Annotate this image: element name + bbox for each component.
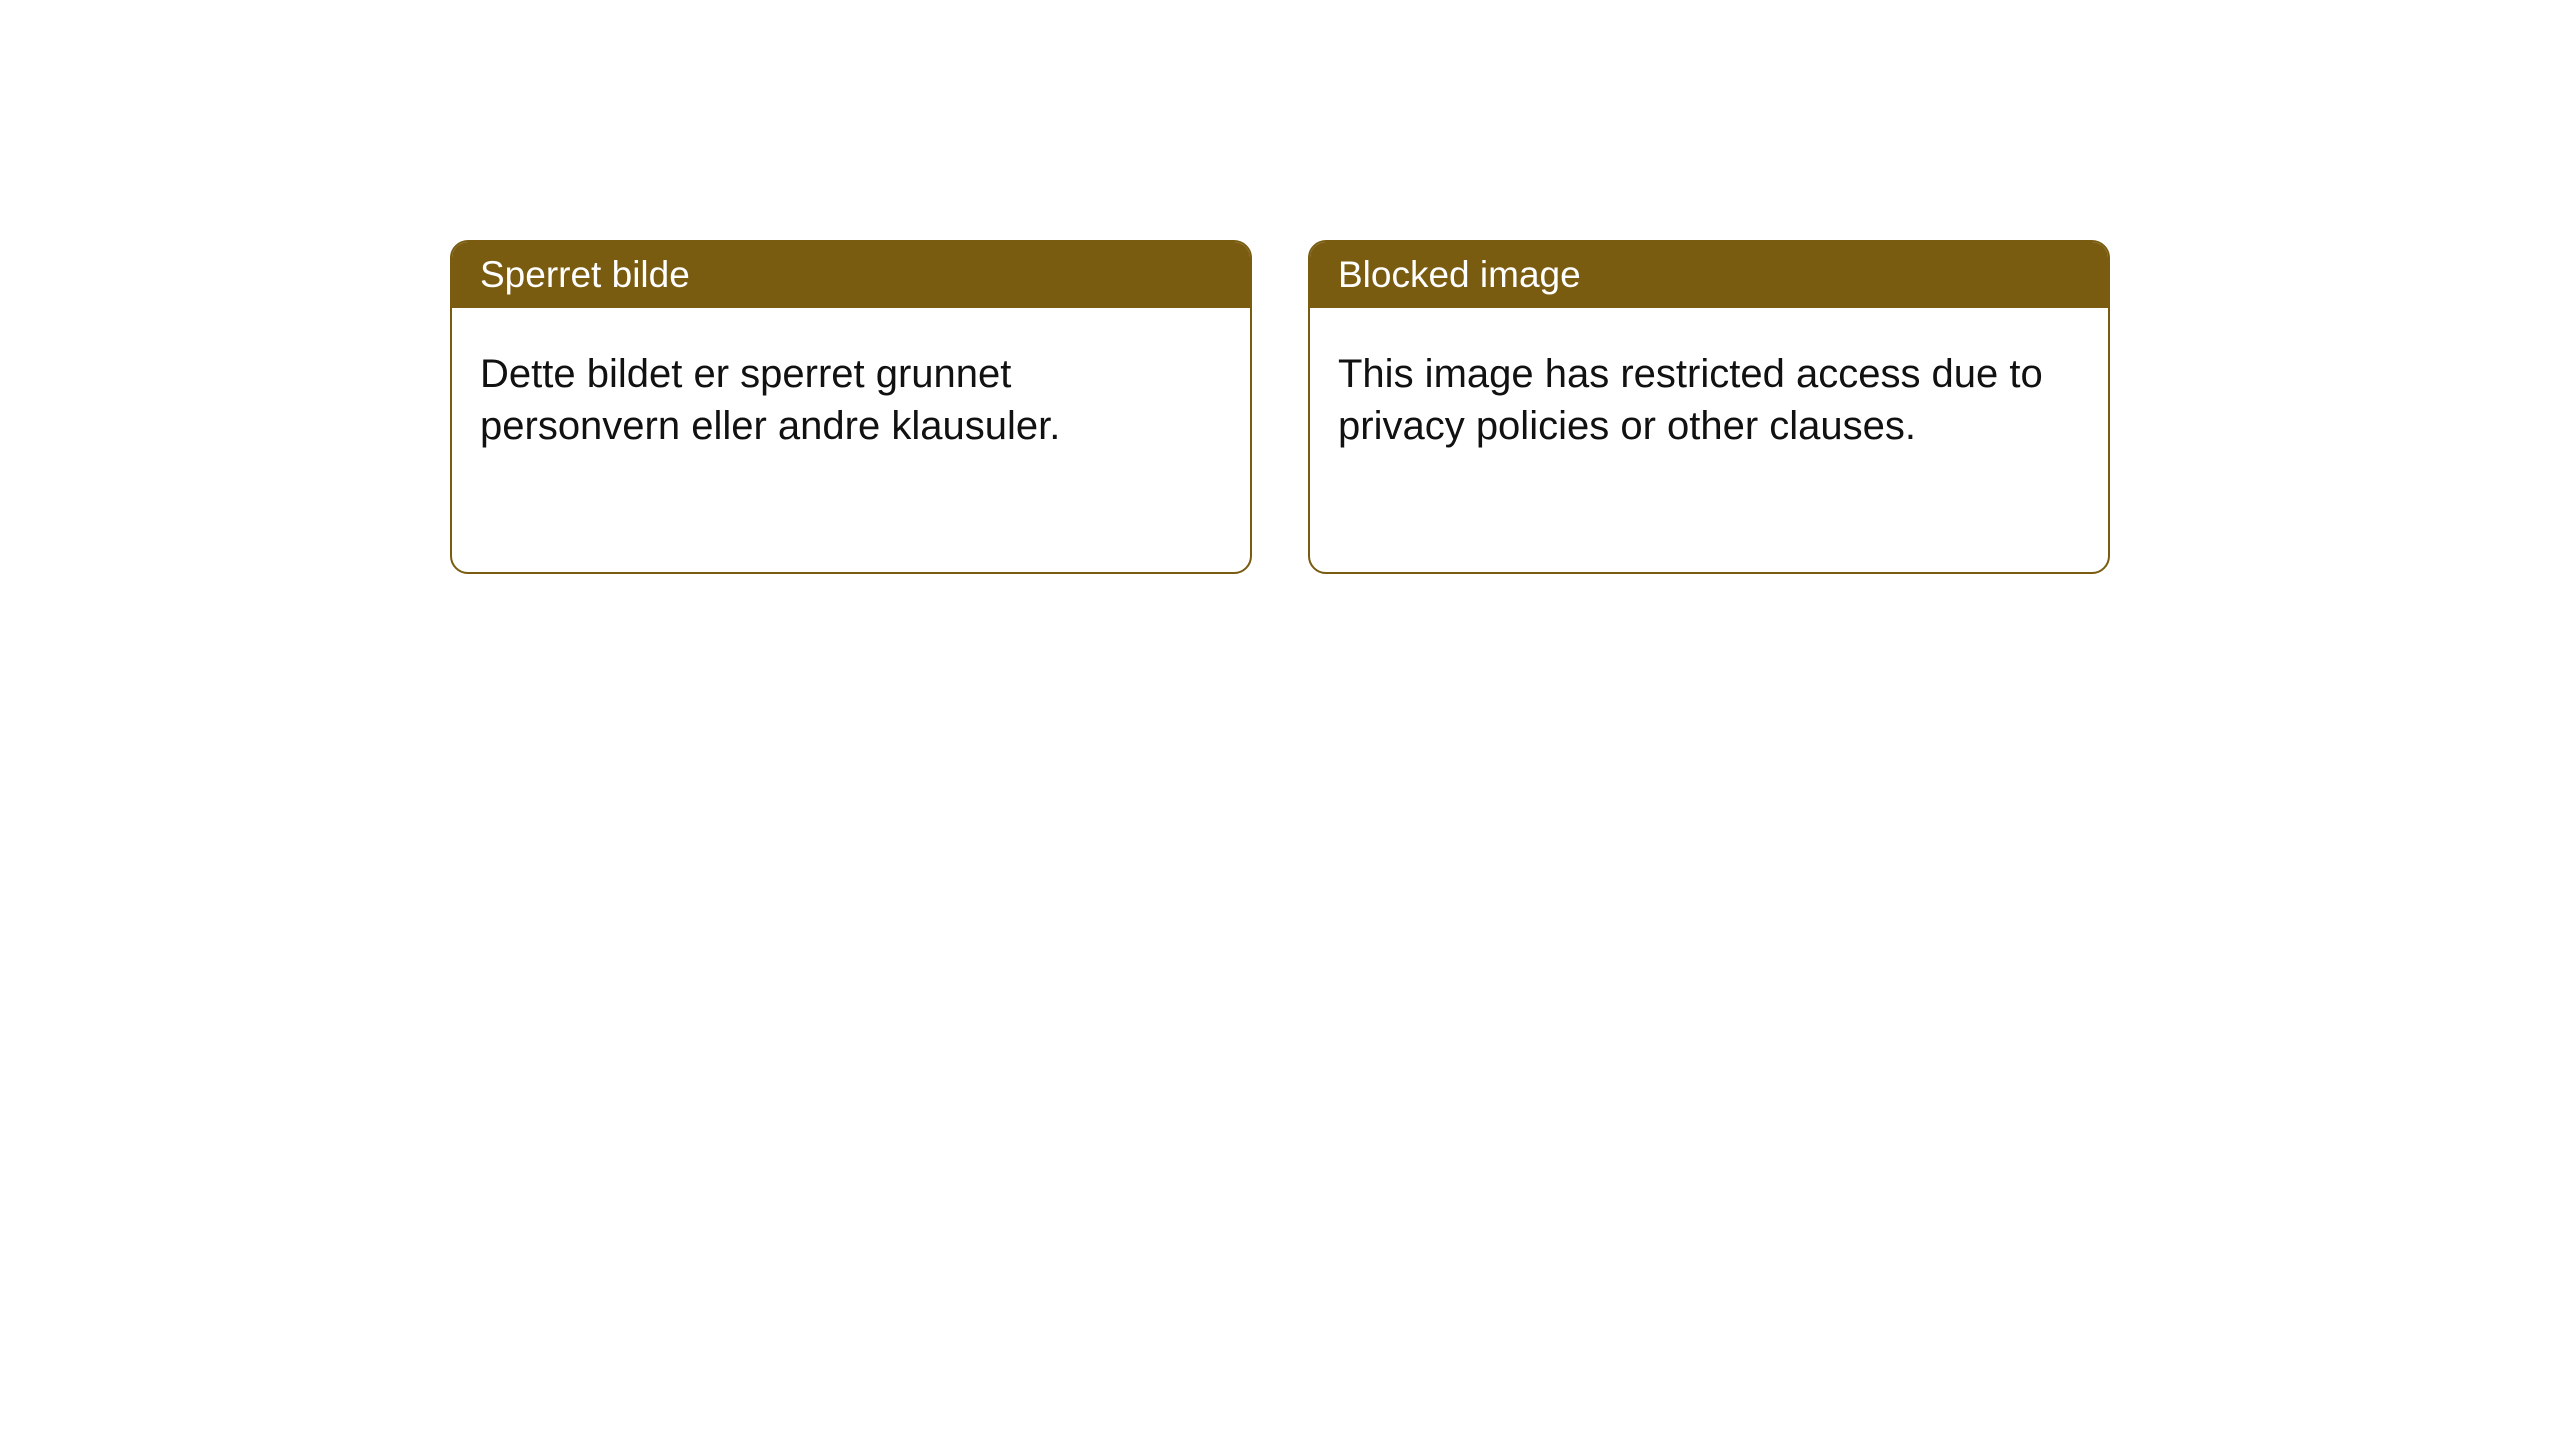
card-title: Blocked image	[1310, 242, 2108, 308]
notice-card-english: Blocked image This image has restricted …	[1308, 240, 2110, 574]
card-body: This image has restricted access due to …	[1310, 308, 2108, 492]
notice-container: Sperret bilde Dette bildet er sperret gr…	[0, 0, 2560, 574]
card-title: Sperret bilde	[452, 242, 1250, 308]
notice-card-norwegian: Sperret bilde Dette bildet er sperret gr…	[450, 240, 1252, 574]
card-body: Dette bildet er sperret grunnet personve…	[452, 308, 1250, 492]
